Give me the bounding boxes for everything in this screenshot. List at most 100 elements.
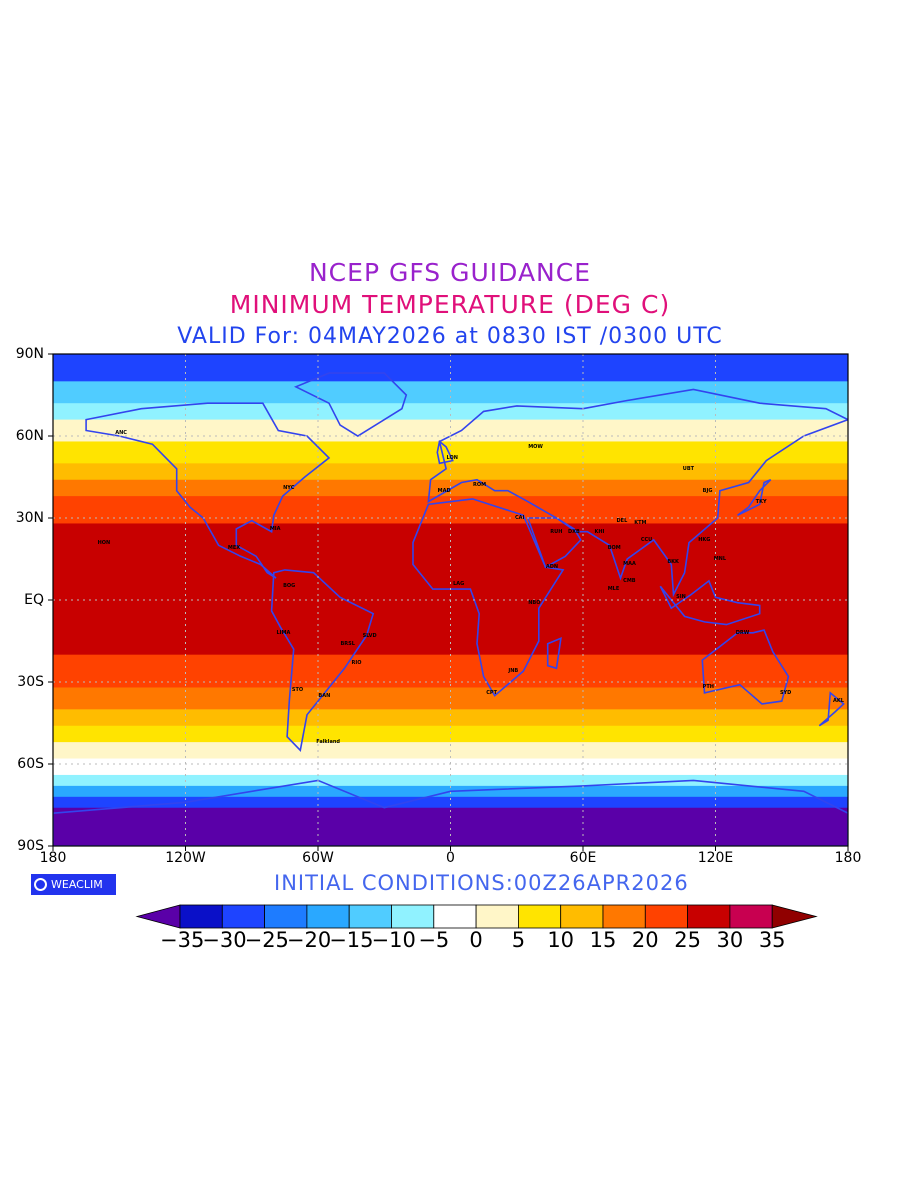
colorbar-swatch [264,904,308,929]
colorbar-swatch [475,904,519,929]
colorbar-swatch [221,904,266,929]
colorbar-high-arrow [771,904,818,929]
landmass-africa [412,498,565,697]
landmass-eurasia [427,388,848,598]
city-label: KTM [634,520,647,527]
city-label: AKL [832,698,844,705]
city-label: CCU [640,536,653,543]
colorbar-swatch [179,904,223,929]
colorbar-swatch [433,904,477,929]
colorbar-label: 20 [631,928,659,952]
landmass-greenland [293,372,408,437]
city-label: PTH [702,684,714,691]
city-label: MAA [623,561,636,568]
lat-label: 60S [17,756,44,772]
temperature-band [53,441,848,464]
city-label: DEL [616,517,628,524]
city-label: CAI [514,515,525,521]
colorbar-swatch [306,904,350,929]
landmass-north-america [85,402,331,579]
lat-label: 30S [17,674,44,690]
temperature-band [53,381,848,404]
city-label: ROM [473,482,487,489]
temperature-band [53,807,848,846]
city-label: BJG [702,487,713,494]
city-label: BOM [607,545,621,552]
colorbar-label: −35 [160,928,205,952]
temperature-band [53,758,848,776]
landmass-japan [737,478,772,517]
landmass-indonesia [659,579,761,626]
city-label: HKG [698,536,711,543]
city-label: DRW [735,629,750,636]
colorbar-swatch [644,904,688,929]
city-label: TKY [755,498,767,505]
city-label: MEX [227,545,241,552]
city-label: LIMA [276,629,291,636]
lon-label: 60W [302,850,334,866]
city-label: DXB [567,528,580,535]
city-label: STO [291,687,304,694]
colorbar-label: −20 [286,928,332,952]
colorbar-swatch [729,904,773,929]
colorbar-label: 35 [758,928,786,952]
valid-time: VALID For: 04MAY2026 at 0830 IST /0300 U… [177,324,723,349]
colorbar-label: 5 [511,928,526,952]
lon-label: 0 [446,850,455,866]
city-label: CMB [623,577,636,584]
landmass-south-america [270,569,375,752]
city-label: MIA [269,525,281,532]
city-label: RUH [550,528,563,535]
colorbar-swatch [602,904,646,929]
lon-label: 60E [569,850,597,866]
city-label: HON [97,539,111,546]
colorbar-low-arrow [135,904,181,929]
temperature-band [53,403,848,421]
colorbar-label: −25 [244,928,289,952]
colorbar-label: −10 [371,928,416,952]
colorbar-label: 0 [469,928,483,952]
lat-label: EQ [24,592,44,608]
lon-label: 180 [834,850,862,866]
city-label: SIN [676,594,686,601]
temperature-bands [53,354,848,846]
temperature-band [53,463,848,481]
axis-ticks [48,353,849,851]
temperature-band [53,725,848,743]
lon-label: 120W [165,850,206,866]
lat-label: 90N [15,346,44,362]
landmass-britain [436,440,454,465]
colorbar-label: 15 [589,928,617,952]
temperature-band [53,567,848,617]
colorbar-swatch [560,904,604,929]
landmass-antarctica [53,779,848,846]
city-label: LAG [453,580,465,587]
city-label: LON [446,454,458,461]
colorbar-swatch [348,904,392,929]
graticule [53,354,848,846]
temperature-band [53,709,848,727]
city-label: BRSL [340,640,355,647]
city-label: SYD [779,689,792,696]
copyright-circle-icon [34,878,47,891]
city-label: ANC [115,430,127,437]
city-label: Falkland [316,739,340,746]
city-label: MLE [607,586,620,593]
temperature-band [53,687,848,710]
city-label: RIO [351,659,362,666]
city-label: ADN [545,564,559,571]
city-label: MNL [713,556,727,562]
colorbar-label: 30 [716,928,744,952]
lon-label: 180 [39,850,67,866]
city-label: MAD [437,487,451,494]
city-label: BAN [318,692,331,699]
landmass-madagascar [546,637,562,670]
city-label: NBO [528,599,541,606]
chart-title: NCEP GFS GUIDANCE [308,258,591,287]
colorbar-label: 25 [674,928,701,952]
city-label: NYC [283,484,295,491]
chart-subtitle: MINIMUM TEMPERATURE (DEG C) [229,290,671,319]
city-label: SLVD [362,632,377,639]
temperature-band [53,654,848,688]
